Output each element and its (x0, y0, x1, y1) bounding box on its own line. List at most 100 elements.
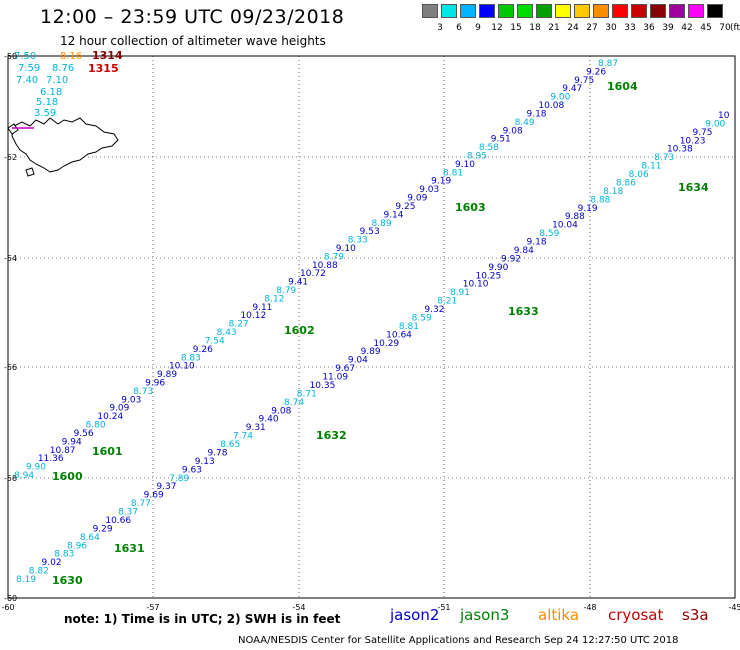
wave-height-value: 9.92 (501, 254, 521, 264)
wave-height-value: 8.94 (14, 471, 34, 481)
lon-label: -45 (728, 603, 740, 612)
wave-height-value: 9.02 (42, 558, 62, 568)
map-subtitle: 12 hour collection of altimeter wave hei… (60, 34, 326, 48)
wave-height-value: 8.16 (60, 51, 82, 62)
wave-height-value: 10.66 (105, 516, 131, 526)
scale-label: 33 (624, 23, 636, 33)
pass-number-label: 1315 (88, 62, 119, 75)
wave-height-value: 8.79 (324, 252, 344, 262)
wave-height-value: 8.58 (479, 143, 499, 153)
wave-height-value: 9.51 (491, 135, 511, 145)
wave-height-value: 9.19 (431, 177, 451, 187)
lat-label: -58 (4, 474, 17, 483)
wave-height-value: 7.74 (233, 432, 253, 442)
wave-height-value: 9.14 (383, 210, 403, 220)
scale-swatch (650, 4, 666, 18)
wave-height-value: 8.74 (284, 398, 304, 408)
map-title: 12:00 – 23:59 UTC 09/23/2018 (40, 6, 345, 28)
wave-height-value: 6.18 (40, 87, 62, 98)
wave-height-value: 8.11 (641, 162, 661, 172)
pass-number-label: 1604 (607, 80, 638, 93)
wave-height-value: 10.10 (463, 280, 489, 290)
scale-label: 21 (548, 23, 560, 33)
scale-swatch (688, 4, 704, 18)
wave-height-value: 8.12 (264, 294, 284, 304)
footer-credit: NOAA/NESDIS Center for Satellite Applica… (238, 635, 679, 646)
wave-height-value: 9.25 (395, 202, 415, 212)
wave-height-value: 9.04 (348, 356, 368, 366)
scale-unit: (ft) (730, 23, 740, 33)
scale-label: 39 (662, 23, 674, 33)
wave-height-value: 9.19 (578, 204, 598, 214)
wave-height-value: 10.29 (373, 339, 399, 349)
scale-swatch (479, 4, 495, 18)
wave-height-value: 3.59 (34, 108, 56, 119)
wave-height-value: 9.84 (514, 246, 534, 256)
wave-height-value: 11.09 (322, 373, 348, 383)
wave-height-value: 8.19 (16, 575, 36, 585)
scale-label: 70 (719, 23, 731, 33)
wave-height-value: 9.78 (207, 448, 227, 458)
wave-height-value: 10.25 (475, 271, 501, 281)
map-frame (7, 55, 736, 599)
pass-number-label: 1632 (316, 429, 347, 442)
island-outline (7, 123, 19, 135)
wave-height-value: 8.91 (450, 288, 470, 298)
wave-height-value: 11.36 (38, 454, 64, 464)
wave-height-value: 8.73 (133, 387, 153, 397)
pass-number-label: 1314 (92, 49, 123, 62)
wave-height-value: 9.75 (574, 76, 594, 86)
scale-label: 27 (586, 23, 598, 33)
wave-height-value: 10.24 (97, 412, 123, 422)
wave-height-value: 9.47 (562, 84, 582, 94)
scale-label: 12 (491, 23, 503, 33)
wave-height-value: 8.79 (276, 286, 296, 296)
wave-height-value: 9.75 (692, 128, 712, 138)
wave-height-value: 9.10 (336, 244, 356, 254)
wave-height-value: 9.09 (407, 194, 427, 204)
scale-label: 30 (605, 23, 617, 33)
wave-height-value: 7.54 (205, 336, 225, 346)
wave-height-value: 9.69 (144, 491, 164, 501)
pass-number-label: 1600 (52, 470, 83, 483)
scale-swatch (612, 4, 628, 18)
wave-height-value: 9.67 (335, 364, 355, 374)
wave-height-value: 9.32 (424, 305, 444, 315)
wave-height-value: 8.49 (515, 118, 535, 128)
wave-height-value: 9.03 (121, 395, 141, 405)
scale-swatch (498, 4, 514, 18)
pass-number-label: 1633 (508, 305, 539, 318)
wave-height-value: 9.26 (193, 345, 213, 355)
wave-height-value: 9.18 (526, 109, 546, 119)
lon-label: -51 (437, 603, 450, 612)
wave-height-value: 8.27 (229, 320, 249, 330)
scale-swatch (669, 4, 685, 18)
wave-height-value: 10 (718, 111, 730, 121)
wave-height-value: 9.13 (195, 457, 215, 467)
scale-swatch (555, 4, 571, 18)
wave-height-value: 7.40 (16, 75, 38, 86)
wave-height-value: 10.35 (310, 381, 336, 391)
wave-height-value: 8.18 (603, 187, 623, 197)
wave-height-value: 9.41 (288, 278, 308, 288)
wave-height-value: 9.40 (259, 415, 279, 425)
wave-height-value: 8.59 (412, 313, 432, 323)
wave-height-value: 10.72 (300, 269, 326, 279)
wave-height-value: 9.90 (26, 463, 46, 473)
wave-height-value: 9.90 (488, 263, 508, 273)
wave-height-value: 5.18 (36, 97, 58, 108)
wave-height-value: 8.89 (372, 219, 392, 229)
wave-height-value: 9.31 (246, 423, 266, 433)
wave-height-value: 9.29 (93, 524, 113, 534)
scale-swatch (441, 4, 457, 18)
lat-label: -52 (4, 153, 17, 162)
wave-height-value: 9.08 (503, 126, 523, 136)
wave-height-value: 8.77 (131, 499, 151, 509)
scale-swatch (631, 4, 647, 18)
wave-height-value: 9.00 (550, 93, 570, 103)
island-outline (25, 167, 35, 177)
scale-label: 45 (700, 23, 712, 33)
scale-label: 18 (529, 23, 541, 33)
wave-height-value: 8.88 (590, 195, 610, 205)
wave-height-value: 8.86 (616, 178, 636, 188)
